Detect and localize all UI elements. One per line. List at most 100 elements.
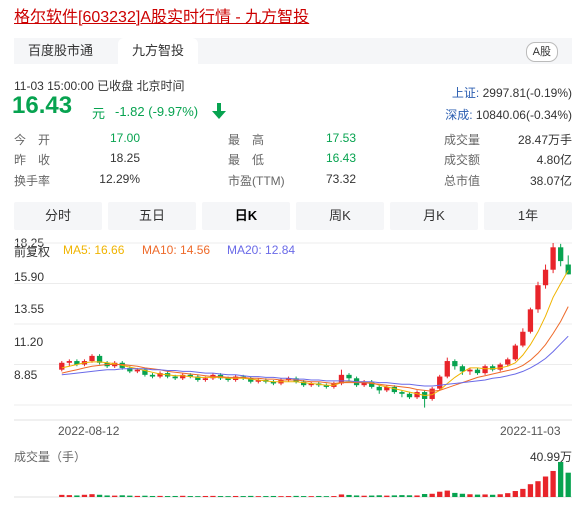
volume-bar: [444, 490, 450, 497]
volume-bar: [474, 494, 481, 497]
candle-body: [361, 381, 367, 386]
price-change: -1.82 (-9.97%): [115, 104, 199, 119]
period-tab-1[interactable]: 五日: [108, 202, 196, 230]
stat-value: 18.25: [109, 151, 140, 165]
period-tab-4[interactable]: 月K: [390, 202, 478, 230]
candle-body: [437, 376, 443, 389]
candle-body: [308, 383, 314, 386]
stat-value: 73.32: [325, 172, 356, 186]
candle-body: [66, 361, 72, 363]
volume-bar: [301, 496, 307, 497]
ma10-label: MA10: 14.56: [142, 243, 211, 257]
volume-bar: [225, 496, 231, 497]
volume-bar: [164, 496, 171, 497]
volume-bar: [346, 494, 352, 497]
current-price: 16.43: [12, 92, 73, 119]
stat-label: 今 开: [14, 133, 51, 147]
index-name: 深成:: [445, 108, 473, 122]
tab-jiufang[interactable]: 九方智投: [118, 38, 198, 64]
stat-label: 市盈(TTM): [228, 174, 285, 188]
stat-value: 17.53: [325, 131, 356, 145]
candle-body: [323, 385, 329, 387]
stat-value: 12.29%: [99, 172, 140, 186]
stat-label: 最 高: [228, 133, 265, 147]
volume-bar: [535, 481, 541, 497]
volume-bar: [429, 493, 435, 497]
volume-bar: [467, 494, 473, 497]
period-tab-5[interactable]: 1年: [484, 202, 572, 230]
candle-body: [157, 373, 163, 377]
candle-body: [127, 367, 133, 372]
market-badge[interactable]: A股: [525, 42, 558, 62]
period-tab-3[interactable]: 周K: [296, 202, 384, 230]
volume-bar: [437, 491, 443, 497]
period-tab-2[interactable]: 日K: [202, 202, 290, 230]
page-title[interactable]: 格尔软件[603232]A股实时行情 - 九方智投: [14, 9, 310, 26]
candle-body: [459, 366, 466, 372]
candle-body: [74, 361, 80, 365]
volume-bar: [270, 495, 277, 497]
candle-body: [452, 361, 458, 367]
volume-bar: [149, 495, 156, 497]
candle-body: [444, 361, 450, 377]
volume-bar: [497, 494, 503, 497]
ma5-label: MA5: 16.66: [63, 243, 125, 257]
volume-bar: [293, 495, 299, 497]
stat-value: 4.80亿: [536, 153, 572, 167]
volume-bar: [255, 496, 261, 497]
candle-body: [520, 331, 526, 346]
ma20-line: [61, 335, 569, 387]
candle-body: [195, 376, 201, 381]
stat-value: 17.00: [109, 131, 140, 145]
candle-body: [391, 386, 398, 393]
volume-bar: [134, 495, 141, 497]
volume-bar: [240, 496, 246, 497]
source-tabs: 百度股市通 九方智投 A股: [14, 38, 572, 64]
candle-body: [285, 378, 292, 381]
index-shanghai[interactable]: 上证: 2997.81(-0.19%): [452, 84, 572, 101]
candle-body: [172, 376, 178, 379]
candle-body: [369, 381, 375, 387]
volume-max-label: 40.99万: [529, 450, 572, 464]
stat-label: 昨 收: [14, 153, 51, 167]
stat-label: 成交额: [444, 153, 481, 167]
volume-bar: [202, 495, 209, 497]
candle-body: [142, 369, 148, 375]
candle-body: [399, 392, 405, 394]
period-tabs: 分时 五日 日K 周K 月K 1年: [14, 202, 572, 230]
candle-body: [467, 369, 473, 372]
candle-body: [225, 378, 231, 381]
index-shenzhen[interactable]: 深成: 10840.06(-0.34%): [445, 106, 572, 123]
y-tick-label: 13.55: [14, 302, 45, 316]
volume-bar: [127, 495, 133, 497]
volume-bar: [112, 495, 118, 497]
stat-value: 28.47万手: [517, 133, 572, 147]
volume-bar: [414, 495, 420, 497]
volume-bar: [81, 494, 88, 497]
candle-body: [482, 366, 488, 374]
candle-body: [429, 388, 435, 399]
candle-body: [248, 378, 254, 382]
price-unit: 元: [92, 106, 106, 121]
volume-bar: [323, 496, 329, 497]
volume-bar: [512, 491, 518, 497]
candle-body: [505, 359, 511, 365]
y-tick-label: 8.85: [14, 368, 38, 382]
candle-body: [474, 369, 481, 374]
volume-bar: [550, 470, 556, 497]
candle-body: [489, 366, 496, 370]
y-tick-label: 11.20: [14, 335, 44, 349]
down-arrow-icon: [212, 103, 226, 119]
candle-body: [376, 386, 382, 391]
candle-body: [149, 374, 156, 377]
candle-body: [346, 374, 352, 379]
volume-bar: [104, 495, 110, 497]
period-tab-0[interactable]: 分时: [14, 202, 102, 230]
volume-bar: [527, 484, 534, 497]
stat-label: 成交量: [444, 133, 481, 147]
index-value: 10840.06(-0.34%): [475, 108, 572, 122]
volume-bar: [459, 493, 466, 497]
tab-baidu[interactable]: 百度股市通: [28, 43, 94, 58]
volume-bar: [142, 495, 148, 497]
